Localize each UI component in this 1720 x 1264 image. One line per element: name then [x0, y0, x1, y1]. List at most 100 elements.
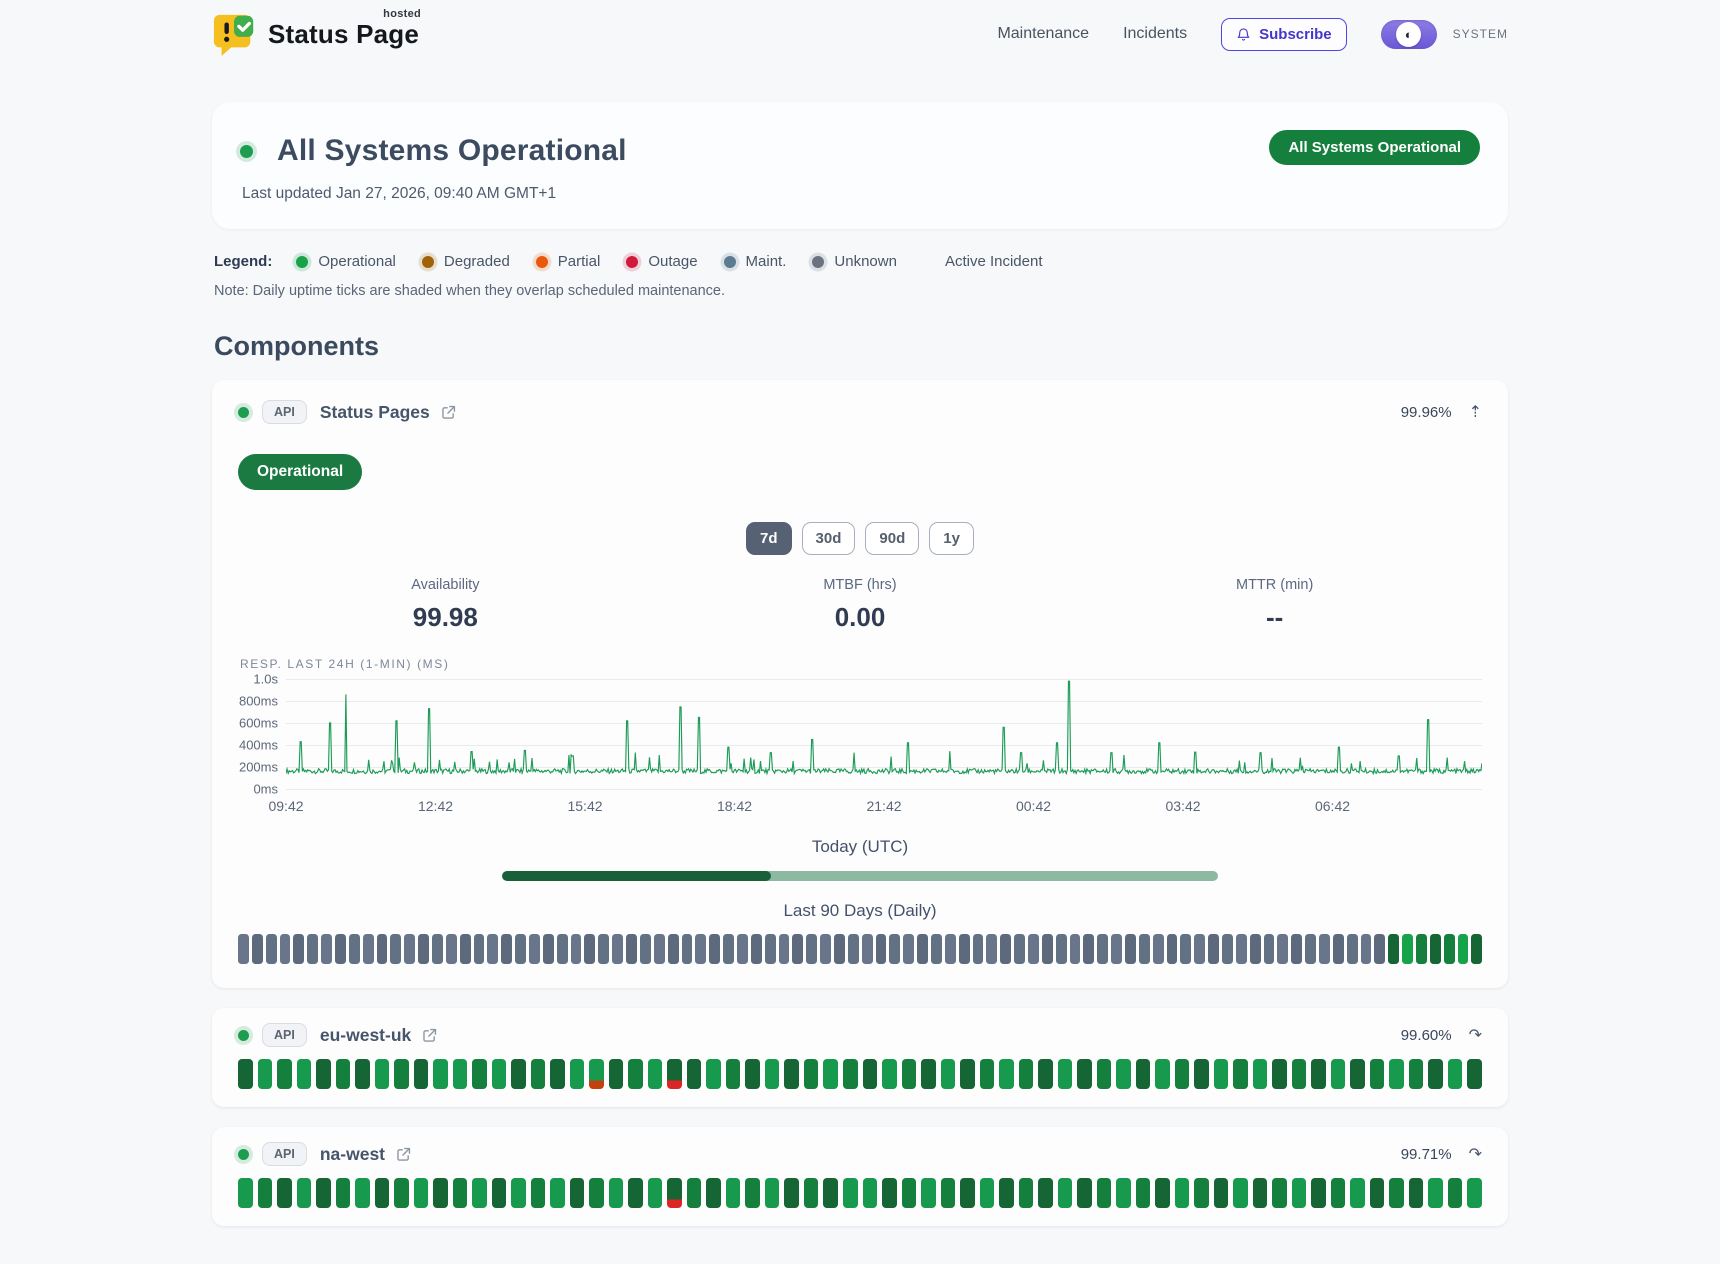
uptime-tick[interactable] [1057, 1059, 1073, 1089]
day-tick[interactable] [1180, 934, 1192, 964]
uptime-tick[interactable] [667, 1059, 682, 1089]
day-tick[interactable] [459, 934, 471, 964]
uptime-tick[interactable] [1155, 1178, 1170, 1208]
uptime-tick[interactable] [1233, 1059, 1248, 1089]
day-tick[interactable] [1346, 934, 1358, 964]
day-tick[interactable] [390, 934, 402, 964]
uptime-tick[interactable] [433, 1178, 448, 1208]
uptime-tick[interactable] [725, 1059, 741, 1089]
day-tick[interactable] [1222, 934, 1233, 964]
day-tick[interactable] [1208, 934, 1220, 964]
day-tick[interactable] [847, 934, 859, 964]
day-tick[interactable] [1443, 934, 1455, 964]
day-tick[interactable] [681, 934, 693, 964]
uptime-tick[interactable] [1194, 1178, 1209, 1208]
uptime-tick[interactable] [530, 1178, 546, 1208]
uptime-tick[interactable] [1135, 1059, 1151, 1089]
expand-button[interactable]: ↷ [1468, 1027, 1482, 1044]
uptime-tick[interactable] [921, 1178, 936, 1208]
uptime-tick[interactable] [842, 1059, 858, 1089]
day-tick[interactable] [958, 934, 970, 964]
uptime-tick[interactable] [823, 1178, 838, 1208]
uptime-tick[interactable] [1369, 1178, 1385, 1208]
day-tick[interactable] [1138, 934, 1150, 964]
uptime-tick[interactable] [491, 1178, 507, 1208]
day-tick[interactable] [279, 934, 291, 964]
uptime-tick[interactable] [589, 1178, 604, 1208]
day-tick[interactable] [736, 934, 748, 964]
day-tick[interactable] [1332, 934, 1344, 964]
uptime-tick[interactable] [296, 1059, 312, 1089]
day-tick[interactable] [639, 934, 651, 964]
uptime-tick[interactable] [1467, 1178, 1482, 1208]
uptime-tick[interactable] [1213, 1178, 1229, 1208]
uptime-tick[interactable] [1428, 1059, 1443, 1089]
uptime-tick[interactable] [316, 1178, 331, 1208]
uptime-tick[interactable] [1350, 1178, 1365, 1208]
day-tick[interactable] [515, 934, 527, 964]
uptime-tick[interactable] [1077, 1178, 1092, 1208]
day-tick[interactable] [1388, 934, 1400, 964]
theme-toggle[interactable]: ◐ [1380, 19, 1437, 49]
day-tick[interactable] [1305, 934, 1317, 964]
uptime-tick[interactable] [979, 1059, 995, 1089]
day-tick[interactable] [986, 934, 998, 964]
uptime-tick[interactable] [257, 1178, 273, 1208]
uptime-tick[interactable] [940, 1059, 956, 1089]
uptime-tick[interactable] [1096, 1059, 1112, 1089]
day-tick[interactable] [404, 934, 416, 964]
day-tick[interactable] [307, 934, 319, 964]
expand-button[interactable]: ↷ [1468, 1146, 1482, 1163]
day-tick[interactable] [251, 934, 263, 964]
day-tick[interactable] [1263, 934, 1275, 964]
uptime-tick[interactable] [686, 1059, 702, 1089]
uptime-tick[interactable] [589, 1059, 604, 1089]
uptime-tick[interactable] [1174, 1178, 1190, 1208]
uptime-tick[interactable] [355, 1059, 370, 1089]
uptime-tick[interactable] [1233, 1178, 1248, 1208]
uptime-tick[interactable] [1077, 1059, 1092, 1089]
uptime-tick[interactable] [1447, 1059, 1463, 1089]
uptime-tick[interactable] [1311, 1178, 1326, 1208]
day-tick[interactable] [695, 934, 707, 964]
uptime-tick[interactable] [530, 1059, 546, 1089]
range-button-90d[interactable]: 90d [865, 522, 920, 555]
day-tick[interactable] [1457, 934, 1469, 964]
uptime-tick[interactable] [316, 1059, 331, 1089]
uptime-tick[interactable] [1428, 1178, 1443, 1208]
day-tick[interactable] [1277, 934, 1289, 964]
day-tick[interactable] [432, 934, 443, 964]
day-tick[interactable] [321, 934, 333, 964]
day-tick[interactable] [529, 934, 540, 964]
day-tick[interactable] [1069, 934, 1081, 964]
uptime-tick[interactable] [374, 1059, 390, 1089]
day-tick[interactable] [972, 934, 984, 964]
day-tick[interactable] [362, 934, 374, 964]
component-link[interactable]: eu-west-uk [320, 1025, 438, 1046]
day-tick[interactable] [875, 934, 887, 964]
uptime-tick[interactable] [472, 1059, 487, 1089]
uptime-tick[interactable] [628, 1178, 643, 1208]
day-tick[interactable] [626, 934, 637, 964]
day-tick[interactable] [750, 934, 762, 964]
uptime-tick[interactable] [472, 1178, 487, 1208]
collapse-button[interactable]: ⇡ [1468, 404, 1482, 421]
uptime-tick[interactable] [1389, 1059, 1404, 1089]
uptime-tick[interactable] [745, 1178, 760, 1208]
uptime-tick[interactable] [1018, 1059, 1034, 1089]
uptime-tick[interactable] [335, 1059, 351, 1089]
day-tick[interactable] [778, 934, 790, 964]
day-tick[interactable] [542, 934, 554, 964]
day-tick[interactable] [1291, 934, 1303, 964]
uptime-tick[interactable] [335, 1178, 351, 1208]
uptime-tick[interactable] [296, 1178, 312, 1208]
uptime-tick[interactable] [921, 1059, 936, 1089]
day-tick[interactable] [1041, 934, 1053, 964]
day-tick[interactable] [917, 934, 928, 964]
component-link[interactable]: na-west [320, 1144, 412, 1165]
day-tick[interactable] [1416, 934, 1427, 964]
uptime-tick[interactable] [1330, 1059, 1346, 1089]
uptime-tick[interactable] [706, 1178, 721, 1208]
day-tick[interactable] [265, 934, 277, 964]
day-tick[interactable] [1360, 934, 1372, 964]
